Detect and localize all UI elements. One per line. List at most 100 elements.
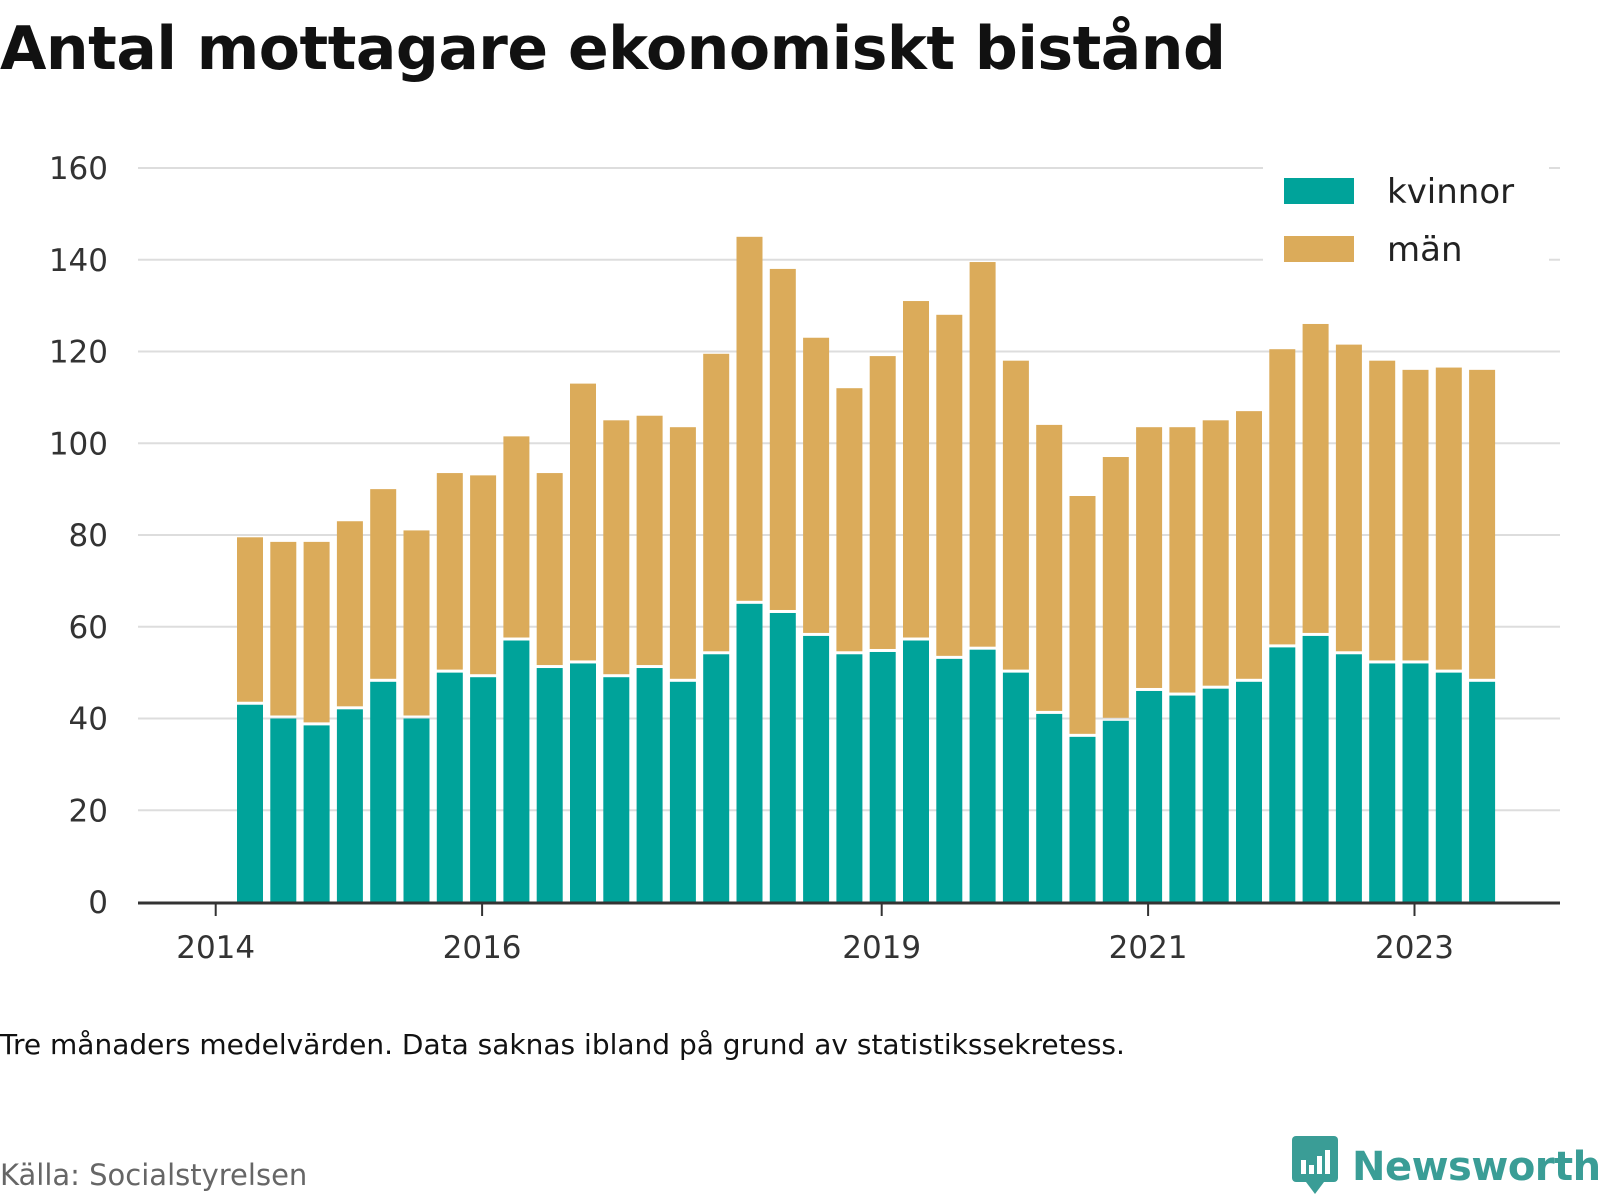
bar-man [370, 489, 397, 679]
legend-label-kvinnor: kvinnor [1387, 172, 1514, 212]
x-tick-label: 2014 [176, 930, 255, 966]
bar-kvinnor [303, 725, 330, 902]
y-tick-label: 140 [49, 243, 108, 279]
bar-man [936, 314, 963, 656]
bar-man [536, 473, 563, 666]
y-tick-label: 120 [49, 335, 108, 371]
bar-kvinnor [436, 672, 463, 902]
y-tick-label: 0 [88, 885, 108, 921]
bar-kvinnor [603, 677, 630, 902]
bar-man [1335, 344, 1362, 652]
bar-kvinnor [570, 663, 596, 902]
bar-man [1469, 369, 1496, 679]
bar-man [336, 521, 363, 707]
bar-kvinnor [903, 640, 929, 902]
bar-kvinnor [969, 649, 996, 902]
x-tick-label: 2019 [842, 930, 921, 966]
x-tick-label: 2021 [1109, 930, 1188, 966]
bar-kvinnor [803, 635, 830, 902]
bar-kvinnor [1469, 681, 1496, 902]
y-tick-label: 60 [69, 610, 108, 646]
bar-kvinnor [636, 668, 663, 902]
bar-kvinnor [769, 612, 796, 902]
bar-kvinnor [1302, 635, 1329, 902]
bar-man [570, 383, 596, 661]
y-tick-label: 20 [69, 793, 108, 829]
bar-man [1302, 323, 1329, 633]
chart-note: Tre månaders medelvärden. Data saknas ib… [0, 1028, 1125, 1061]
bar-kvinnor [1402, 663, 1429, 902]
bar-kvinnor [1069, 736, 1096, 902]
bar-man [1069, 496, 1096, 734]
legend: kvinnor män [1263, 162, 1549, 278]
bar-kvinnor [1269, 647, 1296, 902]
bar-man [403, 530, 430, 716]
bar-man [1136, 427, 1163, 688]
bar-kvinnor [1169, 695, 1196, 902]
bar-man [1236, 411, 1262, 679]
bar-man [736, 236, 763, 601]
bar-man [1202, 420, 1229, 686]
bar-man [237, 537, 263, 702]
bar-man [303, 541, 330, 723]
legend-label-man: män [1387, 230, 1463, 270]
bar-kvinnor [869, 651, 896, 902]
bar-man [270, 541, 297, 716]
y-tick-label: 40 [69, 702, 108, 738]
bar-kvinnor [1036, 713, 1063, 902]
bar-man [869, 356, 896, 649]
bar-kvinnor [936, 658, 963, 902]
bar-kvinnor [703, 654, 730, 902]
legend-swatch-kvinnor [1284, 178, 1354, 204]
bar-kvinnor [1202, 688, 1229, 902]
brand-logo: Newsworthy [1292, 1136, 1600, 1198]
bar-man [1102, 457, 1129, 718]
x-tick-label: 2023 [1375, 930, 1454, 966]
x-tick-label: 2016 [443, 930, 522, 966]
chart-title: Antal mottagare ekonomiskt bistånd [0, 14, 1226, 84]
brand-name: Newsworthy [1352, 1144, 1600, 1190]
bar-man [669, 427, 696, 679]
bar-man [769, 268, 796, 610]
newsworthy-logo-icon [1292, 1136, 1338, 1194]
y-axis-ticks: 0 20 40 60 80 100 120 140 160 [49, 151, 108, 921]
bar-kvinnor [470, 677, 497, 902]
bar-kvinnor [836, 654, 863, 902]
y-tick-label: 160 [49, 151, 108, 187]
bar-kvinnor [503, 640, 530, 902]
bar-man [1269, 349, 1296, 645]
x-axis-ticks: 2014 2016 2019 2021 2023 [176, 903, 1454, 966]
bar-kvinnor [1136, 690, 1163, 902]
bar-kvinnor [237, 704, 263, 902]
bar-kvinnor [1435, 672, 1462, 902]
bar-man [1402, 369, 1429, 661]
bar-man [836, 388, 863, 652]
bar-kvinnor [669, 681, 696, 902]
bar-man [903, 301, 929, 638]
bar-man [636, 415, 663, 666]
bar-man [503, 436, 530, 638]
bar-kvinnor [1002, 672, 1029, 902]
bar-kvinnor [403, 718, 430, 902]
bar-man [1369, 360, 1396, 661]
y-tick-label: 80 [69, 518, 108, 554]
source-label: Källa: Socialstyrelsen [0, 1158, 308, 1192]
bar-man [1169, 427, 1196, 693]
bar-kvinnor [736, 603, 763, 902]
bar-kvinnor [370, 681, 397, 902]
legend-swatch-man [1284, 236, 1354, 262]
bar-kvinnor [1236, 681, 1262, 902]
bar-man [603, 420, 630, 675]
bar-kvinnor [336, 709, 363, 902]
bar-man [969, 262, 996, 647]
bar-man [1002, 360, 1029, 670]
bar-man [470, 475, 497, 675]
bar-kvinnor [270, 718, 297, 902]
bar-kvinnor [1335, 654, 1362, 902]
bar-kvinnor [1102, 720, 1129, 902]
bar-kvinnor [536, 668, 563, 902]
bar-man [703, 353, 730, 652]
bar-man [436, 473, 463, 670]
bar-man [1435, 367, 1462, 670]
